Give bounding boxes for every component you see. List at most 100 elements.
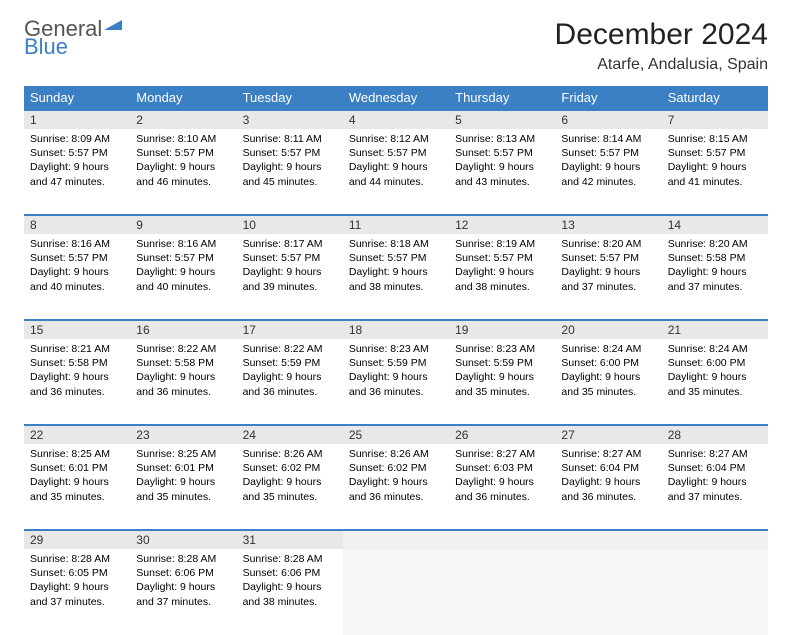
day-daylight2: and 44 minutes.	[349, 175, 443, 189]
day-sunset: Sunset: 6:02 PM	[349, 461, 443, 475]
daynum-row: 15161718192021	[24, 320, 768, 339]
day-content-cell: Sunrise: 8:28 AMSunset: 6:06 PMDaylight:…	[237, 549, 343, 635]
day-sunrise: Sunrise: 8:23 AM	[455, 342, 549, 356]
day-sunset: Sunset: 6:04 PM	[668, 461, 762, 475]
day-number-cell: 10	[237, 215, 343, 234]
day-content-cell: Sunrise: 8:25 AMSunset: 6:01 PMDaylight:…	[24, 444, 130, 530]
day-number-cell: 22	[24, 425, 130, 444]
calendar-body: 1234567Sunrise: 8:09 AMSunset: 5:57 PMDa…	[24, 110, 768, 635]
day-sunrise: Sunrise: 8:10 AM	[136, 132, 230, 146]
day-sunrise: Sunrise: 8:11 AM	[243, 132, 337, 146]
day-daylight1: Daylight: 9 hours	[455, 265, 549, 279]
day-content-cell: Sunrise: 8:26 AMSunset: 6:02 PMDaylight:…	[237, 444, 343, 530]
header: General Blue December 2024 Atarfe, Andal…	[24, 18, 768, 74]
calendar-table: Sunday Monday Tuesday Wednesday Thursday…	[24, 86, 768, 635]
day-sunset: Sunset: 6:00 PM	[561, 356, 655, 370]
day-sunrise: Sunrise: 8:22 AM	[243, 342, 337, 356]
day-number-cell: 16	[130, 320, 236, 339]
day-number-cell	[343, 530, 449, 549]
day-sunset: Sunset: 5:59 PM	[243, 356, 337, 370]
day-daylight1: Daylight: 9 hours	[668, 160, 762, 174]
day-number-cell: 12	[449, 215, 555, 234]
weekday-header: Saturday	[662, 86, 768, 110]
day-number-cell: 15	[24, 320, 130, 339]
day-content-cell: Sunrise: 8:20 AMSunset: 5:58 PMDaylight:…	[662, 234, 768, 320]
day-sunrise: Sunrise: 8:27 AM	[455, 447, 549, 461]
day-daylight2: and 36 minutes.	[349, 490, 443, 504]
day-content-cell: Sunrise: 8:24 AMSunset: 6:00 PMDaylight:…	[662, 339, 768, 425]
day-number-cell: 9	[130, 215, 236, 234]
day-sunset: Sunset: 6:00 PM	[668, 356, 762, 370]
day-daylight2: and 36 minutes.	[455, 490, 549, 504]
day-sunset: Sunset: 5:58 PM	[668, 251, 762, 265]
day-number-cell: 13	[555, 215, 661, 234]
day-daylight1: Daylight: 9 hours	[30, 265, 124, 279]
day-sunset: Sunset: 5:57 PM	[668, 146, 762, 160]
day-sunrise: Sunrise: 8:16 AM	[136, 237, 230, 251]
day-daylight1: Daylight: 9 hours	[668, 475, 762, 489]
weekday-header: Friday	[555, 86, 661, 110]
day-content-row: Sunrise: 8:16 AMSunset: 5:57 PMDaylight:…	[24, 234, 768, 320]
day-daylight1: Daylight: 9 hours	[136, 160, 230, 174]
day-daylight2: and 37 minutes.	[561, 280, 655, 294]
day-sunrise: Sunrise: 8:26 AM	[243, 447, 337, 461]
day-sunrise: Sunrise: 8:24 AM	[668, 342, 762, 356]
day-sunset: Sunset: 5:57 PM	[561, 146, 655, 160]
day-sunset: Sunset: 5:57 PM	[349, 146, 443, 160]
day-daylight1: Daylight: 9 hours	[136, 475, 230, 489]
day-content-cell	[449, 549, 555, 635]
day-daylight1: Daylight: 9 hours	[349, 265, 443, 279]
day-sunrise: Sunrise: 8:20 AM	[561, 237, 655, 251]
day-daylight1: Daylight: 9 hours	[668, 265, 762, 279]
day-daylight2: and 46 minutes.	[136, 175, 230, 189]
day-content-cell: Sunrise: 8:16 AMSunset: 5:57 PMDaylight:…	[24, 234, 130, 320]
month-title: December 2024	[555, 18, 768, 52]
day-number-cell: 1	[24, 110, 130, 129]
day-content-cell: Sunrise: 8:25 AMSunset: 6:01 PMDaylight:…	[130, 444, 236, 530]
day-content-cell	[343, 549, 449, 635]
day-daylight2: and 36 minutes.	[30, 385, 124, 399]
day-daylight1: Daylight: 9 hours	[243, 160, 337, 174]
day-sunrise: Sunrise: 8:09 AM	[30, 132, 124, 146]
day-sunrise: Sunrise: 8:22 AM	[136, 342, 230, 356]
day-daylight2: and 36 minutes.	[349, 385, 443, 399]
day-daylight1: Daylight: 9 hours	[455, 475, 549, 489]
day-daylight2: and 35 minutes.	[136, 490, 230, 504]
day-sunset: Sunset: 5:59 PM	[349, 356, 443, 370]
day-daylight1: Daylight: 9 hours	[243, 475, 337, 489]
day-sunrise: Sunrise: 8:17 AM	[243, 237, 337, 251]
weekday-header: Tuesday	[237, 86, 343, 110]
daynum-row: 22232425262728	[24, 425, 768, 444]
day-number-cell: 19	[449, 320, 555, 339]
day-daylight1: Daylight: 9 hours	[30, 580, 124, 594]
day-daylight2: and 42 minutes.	[561, 175, 655, 189]
title-block: December 2024 Atarfe, Andalusia, Spain	[555, 18, 768, 74]
day-content-cell: Sunrise: 8:10 AMSunset: 5:57 PMDaylight:…	[130, 129, 236, 215]
day-number-cell: 6	[555, 110, 661, 129]
day-daylight2: and 35 minutes.	[668, 385, 762, 399]
day-content-cell: Sunrise: 8:24 AMSunset: 6:00 PMDaylight:…	[555, 339, 661, 425]
day-daylight2: and 35 minutes.	[561, 385, 655, 399]
day-content-cell: Sunrise: 8:23 AMSunset: 5:59 PMDaylight:…	[343, 339, 449, 425]
day-sunset: Sunset: 5:57 PM	[561, 251, 655, 265]
day-content-cell: Sunrise: 8:12 AMSunset: 5:57 PMDaylight:…	[343, 129, 449, 215]
day-number-cell: 17	[237, 320, 343, 339]
day-content-row: Sunrise: 8:09 AMSunset: 5:57 PMDaylight:…	[24, 129, 768, 215]
day-number-cell	[555, 530, 661, 549]
day-sunset: Sunset: 5:57 PM	[136, 146, 230, 160]
day-number-cell: 14	[662, 215, 768, 234]
day-daylight2: and 36 minutes.	[136, 385, 230, 399]
day-sunrise: Sunrise: 8:27 AM	[668, 447, 762, 461]
weekday-header: Monday	[130, 86, 236, 110]
day-content-cell: Sunrise: 8:14 AMSunset: 5:57 PMDaylight:…	[555, 129, 661, 215]
day-daylight1: Daylight: 9 hours	[136, 370, 230, 384]
day-number-cell: 26	[449, 425, 555, 444]
day-content-cell: Sunrise: 8:11 AMSunset: 5:57 PMDaylight:…	[237, 129, 343, 215]
day-content-cell: Sunrise: 8:27 AMSunset: 6:03 PMDaylight:…	[449, 444, 555, 530]
logo: General Blue	[24, 18, 124, 58]
day-daylight2: and 37 minutes.	[668, 490, 762, 504]
day-content-cell: Sunrise: 8:23 AMSunset: 5:59 PMDaylight:…	[449, 339, 555, 425]
daynum-row: 293031	[24, 530, 768, 549]
day-sunset: Sunset: 5:57 PM	[30, 251, 124, 265]
day-content-cell: Sunrise: 8:28 AMSunset: 6:06 PMDaylight:…	[130, 549, 236, 635]
